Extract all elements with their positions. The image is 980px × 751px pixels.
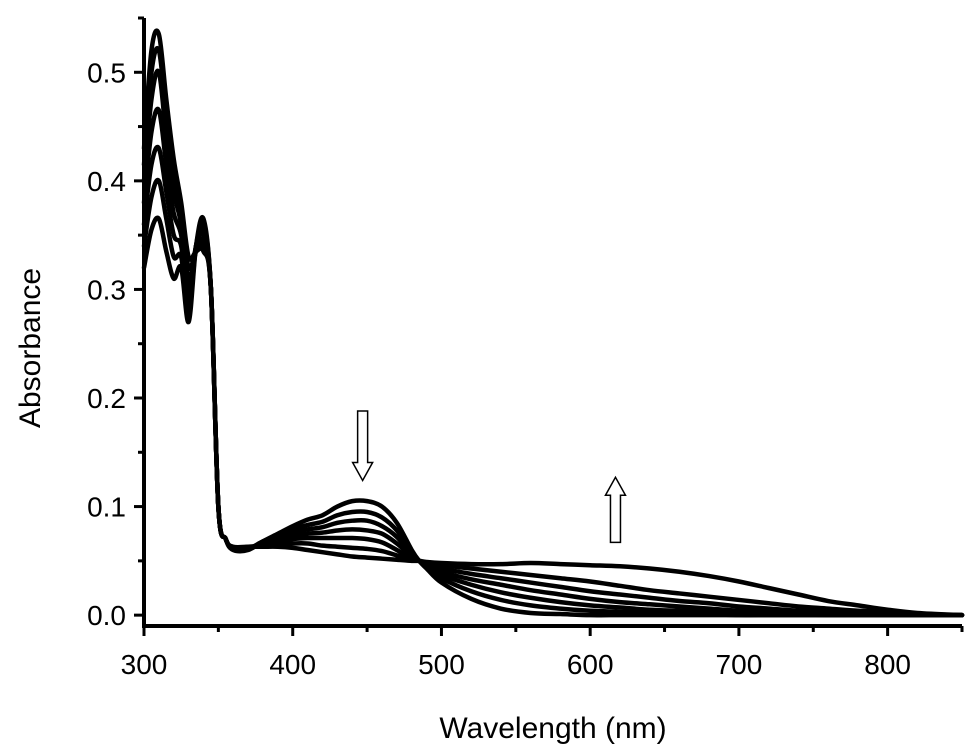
spectrum-line-2 <box>141 177 965 618</box>
arrow-up-icon <box>604 475 627 544</box>
axes-layer <box>142 18 962 628</box>
y-tick-label: 0.4 <box>87 166 126 197</box>
y-tick-label: 0.2 <box>87 383 126 414</box>
annotation-layer <box>351 410 627 544</box>
arrow-down-icon <box>351 410 374 483</box>
y-tick-label: 0.0 <box>87 600 126 631</box>
series-layer <box>141 28 965 618</box>
spectrum-line-1 <box>141 214 965 618</box>
spectrum-line-4 <box>141 106 965 618</box>
y-axis-title: Absorbance <box>14 268 47 428</box>
x-tick-label: 500 <box>418 649 465 680</box>
y-tick-label: 0.1 <box>87 492 126 523</box>
y-tick-label: 0.5 <box>87 57 126 88</box>
x-axis-title: Wavelength (nm) <box>439 712 666 745</box>
x-tick-label: 600 <box>567 649 614 680</box>
x-tick-label: 400 <box>269 649 316 680</box>
x-tick-label: 300 <box>121 649 168 680</box>
y-tick-label: 0.3 <box>87 274 126 305</box>
spectrum-line-7 <box>141 28 965 618</box>
spectrum-line-5 <box>141 68 965 618</box>
x-tick-label: 700 <box>716 649 763 680</box>
spectrum-line-6 <box>141 45 965 618</box>
x-tick-label: 800 <box>864 649 911 680</box>
tick-layer: 300 400 500 600 700 800 0.0 0.1 0.2 0.3 0.4 0.5 <box>87 16 964 680</box>
